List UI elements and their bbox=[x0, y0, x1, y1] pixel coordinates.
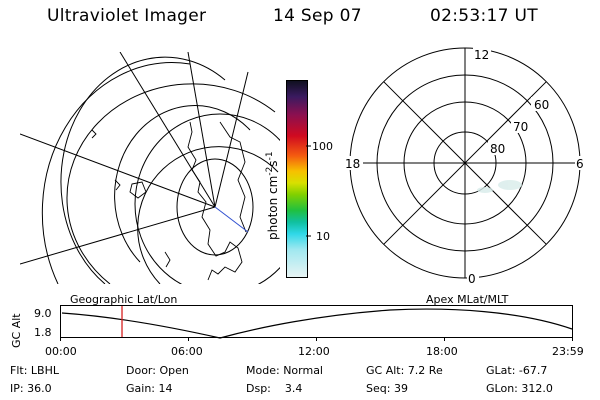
xtick-1800: 18:00 bbox=[426, 345, 458, 358]
geographic-map bbox=[20, 52, 280, 284]
dsp-info: Dsp: 3.4 bbox=[246, 382, 303, 395]
mode-info: Mode: Normal bbox=[246, 364, 323, 377]
glon-info: GLon: 312.0 bbox=[486, 382, 553, 395]
colorbar-ticks bbox=[306, 145, 311, 237]
time-label: 02:53:17 UT bbox=[430, 6, 538, 26]
door-info: Door: Open bbox=[126, 364, 189, 377]
mlt-label-6: 6 bbox=[576, 157, 584, 171]
right-panel-label: Apex MLat/MLT bbox=[426, 293, 509, 306]
mlat-label-70: 70 bbox=[513, 120, 528, 134]
xtick-0600: 06:00 bbox=[171, 345, 203, 358]
coastline-icon bbox=[91, 121, 247, 281]
xtick-0000: 00:00 bbox=[45, 345, 77, 358]
xtick-2359: 23:59 bbox=[552, 345, 584, 358]
aurora-oval bbox=[477, 180, 522, 193]
ip-info: IP: 36.0 bbox=[10, 382, 52, 395]
altitude-curve bbox=[61, 308, 573, 339]
timeline-axis-label: GC Alt bbox=[10, 313, 23, 348]
gc-alt-info: GC Alt: 7.2 Re bbox=[366, 364, 443, 377]
filter-info: Flt: LBHL bbox=[10, 364, 59, 377]
mlat-label-80: 80 bbox=[490, 142, 505, 156]
mlt-label-0: 0 bbox=[468, 272, 476, 285]
terminator-line bbox=[214, 206, 249, 233]
glat-info: GLat: -67.7 bbox=[486, 364, 548, 377]
xtick-1200: 12:00 bbox=[298, 345, 330, 358]
date-label: 14 Sep 07 bbox=[273, 6, 362, 26]
seq-info: Seq: 39 bbox=[366, 382, 408, 395]
polar-plot: 12 0 18 6 60 70 80 bbox=[343, 47, 589, 285]
mlt-label-12: 12 bbox=[474, 48, 489, 62]
timeline-ytick-low: 1.8 bbox=[34, 326, 52, 339]
mlat-label-60: 60 bbox=[534, 98, 549, 112]
colorbar-unit-label: photon cm-2s-1 bbox=[265, 151, 280, 240]
gain-info: Gain: 14 bbox=[126, 382, 173, 395]
timeline-plot bbox=[60, 305, 573, 341]
timeline-ytick-high: 9.0 bbox=[34, 307, 52, 320]
left-panel-label: Geographic Lat/Lon bbox=[70, 293, 178, 306]
colorbar-tick-10: 10 bbox=[316, 230, 330, 243]
colorbar-tick-100: 100 bbox=[312, 140, 333, 153]
mlt-label-18: 18 bbox=[345, 157, 360, 171]
instrument-title: Ultraviolet Imager bbox=[47, 6, 207, 26]
colorbar bbox=[286, 80, 308, 278]
